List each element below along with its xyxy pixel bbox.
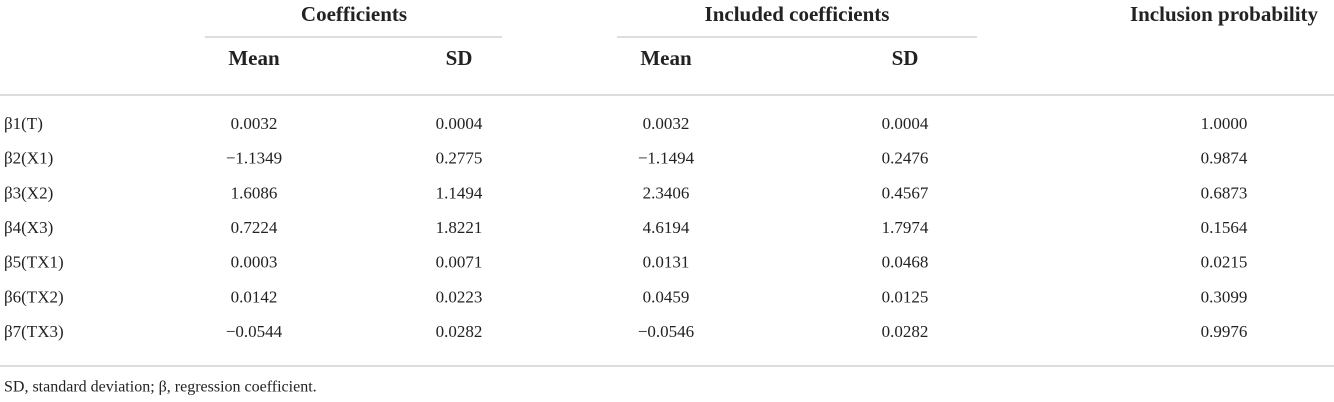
- row-label: β4(X3): [4, 218, 53, 237]
- cell: 0.0131: [643, 253, 690, 272]
- cell: 0.0142: [231, 287, 278, 306]
- cell: 0.0215: [1201, 253, 1248, 272]
- row-label: β3(X2): [4, 183, 53, 202]
- row-label: β1(T): [4, 114, 43, 133]
- cell: −1.1349: [226, 149, 282, 168]
- cell: 0.3099: [1201, 287, 1248, 306]
- cell: 0.2476: [882, 149, 929, 168]
- cell: 0.0032: [231, 114, 278, 133]
- cell: 0.9976: [1201, 322, 1248, 341]
- cell: 1.0000: [1201, 114, 1248, 133]
- cell: 0.0004: [882, 114, 929, 133]
- cell: 0.0223: [436, 287, 483, 306]
- group-header: Included coefficients: [705, 2, 890, 26]
- cell: 0.0282: [436, 322, 483, 341]
- cell: 0.9874: [1201, 149, 1248, 168]
- cell: 0.7224: [231, 218, 278, 237]
- column-header: Mean: [640, 46, 692, 70]
- cell: 1.8221: [436, 218, 483, 237]
- footnote: SD, standard deviation; β, regression co…: [4, 379, 317, 396]
- cell: 4.6194: [643, 218, 690, 237]
- cell: 0.0003: [231, 253, 278, 272]
- row-label: β7(TX3): [4, 322, 64, 341]
- column-header: SD: [892, 46, 919, 70]
- row-label: β6(TX2): [4, 287, 64, 306]
- group-header: Inclusion probability: [1130, 2, 1319, 26]
- cell: 0.1564: [1201, 218, 1248, 237]
- cell: 0.0459: [643, 287, 690, 306]
- cell: 0.0468: [882, 253, 929, 272]
- cell: 0.4567: [882, 183, 929, 202]
- column-header: Mean: [228, 46, 280, 70]
- cell: 2.3406: [643, 183, 690, 202]
- cell: 0.0032: [643, 114, 690, 133]
- row-label: β2(X1): [4, 149, 53, 168]
- cell: 0.0125: [882, 287, 929, 306]
- cell: −0.0546: [638, 322, 694, 341]
- column-header: SD: [446, 46, 473, 70]
- cell: 1.1494: [436, 183, 483, 202]
- cell: 1.6086: [231, 183, 278, 202]
- cell: 0.0282: [882, 322, 929, 341]
- cell: −1.1494: [638, 149, 695, 168]
- cell: −0.0544: [226, 322, 283, 341]
- group-header: Coefficients: [301, 2, 407, 26]
- cell: 0.2775: [436, 149, 483, 168]
- cell: 0.0071: [436, 253, 483, 272]
- cell: 1.7974: [882, 218, 929, 237]
- cell: 0.6873: [1201, 183, 1248, 202]
- cell: 0.0004: [436, 114, 483, 133]
- row-label: β5(TX1): [4, 253, 64, 272]
